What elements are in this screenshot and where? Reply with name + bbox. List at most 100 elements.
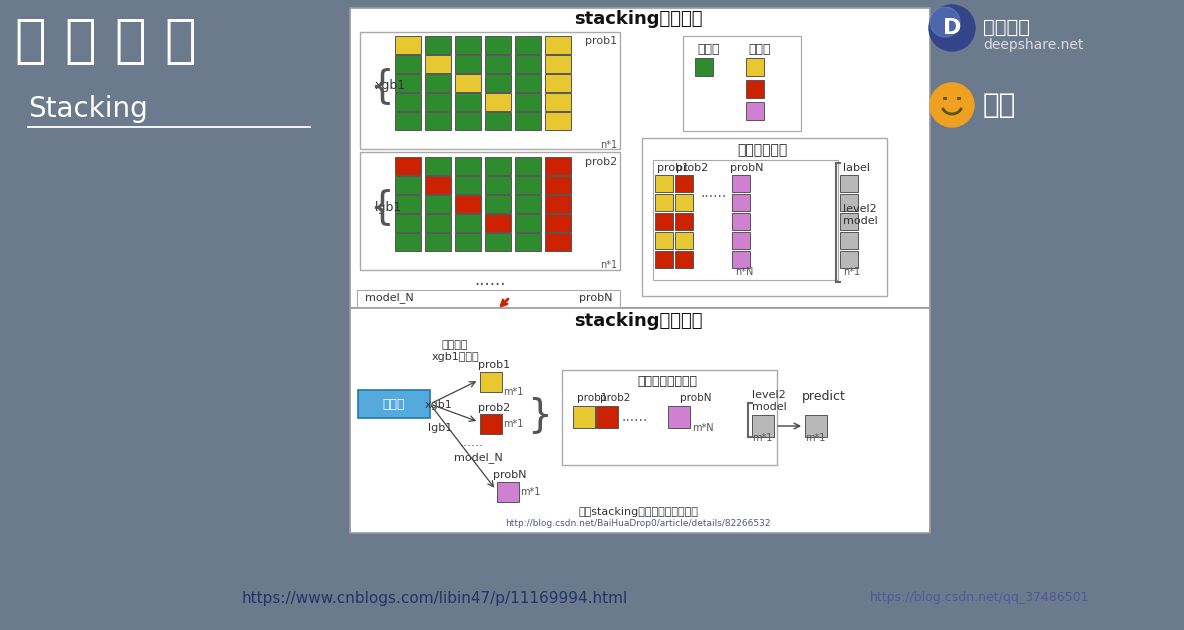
Bar <box>545 195 571 213</box>
Bar <box>642 138 887 296</box>
Bar <box>485 93 511 111</box>
Bar <box>545 112 571 130</box>
Text: https://blog.csdn.net/qq_37486501: https://blog.csdn.net/qq_37486501 <box>870 592 1089 605</box>
Bar <box>839 251 858 268</box>
Bar <box>675 232 693 249</box>
Text: ......: ...... <box>461 435 484 449</box>
Bar <box>683 36 802 131</box>
Text: prob2: prob2 <box>676 163 708 173</box>
Bar <box>515 112 541 130</box>
Text: xgb1: xgb1 <box>375 79 406 93</box>
Bar <box>425 233 451 251</box>
Bar <box>485 36 511 54</box>
Text: m*1: m*1 <box>503 419 523 429</box>
Text: }: } <box>528 396 553 434</box>
Bar <box>515 36 541 54</box>
Text: ......: ...... <box>701 186 727 200</box>
Text: level2
model: level2 model <box>752 390 786 411</box>
Circle shape <box>929 83 974 127</box>
Text: 第二层测试样本集: 第二层测试样本集 <box>637 375 697 388</box>
Bar <box>839 232 858 249</box>
Text: Stacking: Stacking <box>28 95 148 123</box>
Bar <box>839 194 858 211</box>
Text: prob1: prob1 <box>478 360 510 370</box>
Bar <box>655 175 673 192</box>
Text: prob1: prob1 <box>657 163 689 173</box>
Text: prob2: prob2 <box>478 403 510 413</box>
Bar <box>515 93 541 111</box>
Text: model_N: model_N <box>453 452 503 464</box>
Bar <box>545 214 571 232</box>
Text: 第二层样本集: 第二层样本集 <box>736 143 787 157</box>
Bar <box>455 74 481 92</box>
Text: label: label <box>843 163 870 173</box>
Text: https://www.cnblogs.com/libin47/p/11169994.html: https://www.cnblogs.com/libin47/p/111699… <box>242 590 629 605</box>
Bar <box>515 74 541 92</box>
Text: lgb1: lgb1 <box>375 200 403 214</box>
Bar <box>425 157 451 175</box>
Bar <box>746 102 764 120</box>
Bar <box>573 406 596 428</box>
Bar <box>485 74 511 92</box>
Text: 测试集: 测试集 <box>382 398 405 411</box>
Bar <box>485 157 511 175</box>
Bar <box>655 232 673 249</box>
Bar <box>350 8 929 308</box>
Bar <box>839 213 858 230</box>
Bar <box>358 390 430 418</box>
Bar <box>455 55 481 73</box>
Bar <box>485 176 511 194</box>
Bar <box>545 55 571 73</box>
Bar <box>425 195 451 213</box>
Bar <box>545 93 571 111</box>
Text: 重点: 重点 <box>983 91 1016 119</box>
Bar <box>805 415 826 437</box>
Text: http://blog.csdn.net/BaiHuaDrop0/article/details/82266532: http://blog.csdn.net/BaiHuaDrop0/article… <box>506 520 771 529</box>
Bar <box>425 74 451 92</box>
Bar <box>515 233 541 251</box>
Text: probN: probN <box>494 470 527 480</box>
Bar <box>515 157 541 175</box>
Bar <box>515 195 541 213</box>
Bar <box>395 55 422 73</box>
Text: deepshare.net: deepshare.net <box>983 38 1083 52</box>
Bar <box>675 251 693 268</box>
Bar <box>596 406 618 428</box>
Bar <box>455 157 481 175</box>
Text: prob2: prob2 <box>585 157 617 167</box>
Bar <box>732 251 749 268</box>
Text: n*1: n*1 <box>600 140 617 150</box>
Bar <box>425 112 451 130</box>
Bar <box>455 195 481 213</box>
Bar <box>480 414 502 434</box>
Bar <box>732 232 749 249</box>
Bar <box>732 213 749 230</box>
Bar <box>425 176 451 194</box>
Bar <box>395 233 422 251</box>
Text: m*1: m*1 <box>752 433 772 443</box>
Bar <box>480 372 502 392</box>
Bar <box>839 175 858 192</box>
Text: {: { <box>369 67 394 105</box>
Text: m*1: m*1 <box>520 487 540 497</box>
Bar <box>752 415 774 437</box>
Bar <box>545 74 571 92</box>
Circle shape <box>929 7 960 37</box>
Text: 整个stacking对测试集的预测结果: 整个stacking对测试集的预测结果 <box>578 507 697 517</box>
Bar <box>515 214 541 232</box>
Bar <box>350 308 929 533</box>
Text: n*1: n*1 <box>843 267 860 277</box>
Bar <box>485 112 511 130</box>
Bar <box>395 176 422 194</box>
Text: n*1: n*1 <box>600 260 617 270</box>
Bar <box>360 32 620 149</box>
Bar <box>425 36 451 54</box>
Text: D: D <box>942 18 961 38</box>
Text: model_N: model_N <box>365 292 413 304</box>
Bar <box>732 194 749 211</box>
Bar <box>746 80 764 98</box>
Bar <box>497 482 519 502</box>
Text: xgb1: xgb1 <box>424 400 452 410</box>
Bar <box>655 213 673 230</box>
Text: m*1: m*1 <box>503 387 523 397</box>
